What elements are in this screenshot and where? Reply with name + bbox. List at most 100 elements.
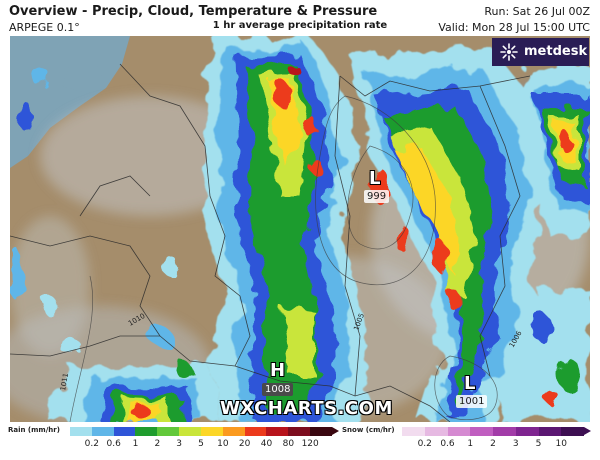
legend-swatch xyxy=(222,427,245,436)
border-line xyxy=(10,335,236,367)
legend-tick-label: 2 xyxy=(490,439,496,449)
shower-cell xyxy=(177,363,193,379)
snow-bar-arrow xyxy=(584,427,591,435)
legend-swatch xyxy=(402,427,425,436)
legend-tick-label: 40 xyxy=(260,439,273,449)
rain-bar-arrow xyxy=(332,427,339,435)
precip-core xyxy=(558,132,572,150)
map-canvas: 1005 1006 1010 1011 xyxy=(10,36,590,422)
snow-legend-label: Snow (cm/hr) xyxy=(342,426,395,434)
isobar-label: 1011 xyxy=(59,372,70,391)
legend-tick-label: 3 xyxy=(512,439,519,449)
legend-tick-label: 10 xyxy=(555,439,567,449)
precip-core xyxy=(394,222,406,250)
legend-tick-label: 80 xyxy=(282,439,295,449)
legend-swatch xyxy=(91,427,114,436)
precip-core xyxy=(302,117,318,135)
shower-cell xyxy=(41,298,59,314)
legend-swatch xyxy=(493,427,516,436)
weather-map[interactable]: 1005 1006 1010 1011 xyxy=(10,36,590,422)
isobars xyxy=(69,95,498,422)
legend-tick-label: 0.6 xyxy=(106,439,121,449)
legend-tick-label: 0.6 xyxy=(440,439,455,449)
legend-swatch xyxy=(470,427,493,436)
chart-subtitle: 1 hr average precipitation rate xyxy=(212,20,388,31)
precip-core xyxy=(449,291,461,311)
shower-cell xyxy=(543,389,557,403)
legend-swatch xyxy=(200,427,223,436)
legend-swatch xyxy=(179,427,201,436)
legend-tick-label: 120 xyxy=(301,439,319,449)
legend-tick-label: 2 xyxy=(154,439,161,449)
isobar xyxy=(347,145,414,250)
legend-swatch xyxy=(447,427,471,436)
rain-color-bar xyxy=(70,427,332,436)
shower-cell xyxy=(17,102,33,130)
legend-swatch xyxy=(310,427,332,436)
metdesk-logo-text: metdesk xyxy=(524,44,588,59)
shower-cell xyxy=(58,340,82,352)
precip-core xyxy=(308,159,322,173)
shower-cell xyxy=(30,68,50,84)
legend-swatch xyxy=(266,427,289,436)
legend-tick-label: 0.2 xyxy=(417,439,432,449)
low-pressure-value: 1001 xyxy=(456,395,488,408)
low-pressure-marker: L xyxy=(369,168,381,189)
legend-tick-label: 1 xyxy=(132,439,139,449)
low-pressure-value: 999 xyxy=(364,190,390,203)
snow-color-bar xyxy=(402,427,584,436)
isobar xyxy=(69,275,93,422)
legend: Rain (mm/hr) 0.2 0.6 1 2 3 5 10 20 40 80 120 Snow … xyxy=(0,422,600,460)
precip-core xyxy=(272,82,292,106)
isobar xyxy=(315,95,436,286)
cloud-haze xyxy=(10,216,90,356)
high-pressure-marker: H xyxy=(270,360,286,381)
model-name: ARPEGE 0.1° xyxy=(9,21,80,34)
low-pressure-marker: L xyxy=(464,373,476,394)
border-line xyxy=(339,75,531,97)
precip-green xyxy=(382,106,492,406)
legend-swatch xyxy=(515,427,539,436)
precip-band xyxy=(11,68,582,403)
precip-core xyxy=(289,66,301,76)
legend-tick-label: 20 xyxy=(238,439,251,449)
legend-swatch xyxy=(157,427,180,436)
precip-core xyxy=(433,240,447,272)
legend-tick-label: 5 xyxy=(198,439,204,449)
border-line xyxy=(334,75,361,397)
border-line xyxy=(79,175,151,217)
precip-light xyxy=(500,286,590,422)
legend-swatch xyxy=(70,427,92,436)
legend-swatch xyxy=(561,427,584,436)
legend-tick-label: 0.2 xyxy=(84,439,99,449)
legend-swatch xyxy=(135,427,158,436)
isobar xyxy=(434,355,498,421)
metdesk-logo: metdesk xyxy=(492,38,589,66)
shower-cell xyxy=(530,312,550,340)
legend-tick-label: 10 xyxy=(217,439,229,449)
legend-tick-label: 5 xyxy=(535,439,542,449)
shower-cell xyxy=(558,360,582,392)
chart-header: Overview - Precip, Cloud, Temperature & … xyxy=(0,0,600,36)
run-time: Run: Sat 26 Jul 00Z xyxy=(484,5,590,18)
precip-orange xyxy=(395,146,460,271)
legend-swatch xyxy=(538,427,562,436)
legend-tick-label: 3 xyxy=(176,439,183,449)
borders xyxy=(10,63,531,422)
sea-inlet xyxy=(62,58,102,92)
legend-swatch xyxy=(113,427,136,436)
legend-swatch xyxy=(424,427,448,436)
rain-legend-label: Rain (mm/hr) xyxy=(8,426,60,434)
precip-core xyxy=(131,404,149,418)
shower-cell xyxy=(11,250,25,302)
border-line xyxy=(119,63,251,367)
legend-swatch xyxy=(244,427,267,436)
valid-time: Valid: Mon 28 Jul 15:00 UTC xyxy=(438,21,590,34)
border-line xyxy=(10,235,161,337)
legend-swatch xyxy=(288,427,311,436)
shower-cell xyxy=(161,257,179,275)
precip-yellow xyxy=(280,306,315,376)
metdesk-logo-icon xyxy=(500,43,518,61)
chart-title: Overview - Precip, Cloud, Temperature & … xyxy=(9,4,378,19)
border-line xyxy=(479,85,521,377)
